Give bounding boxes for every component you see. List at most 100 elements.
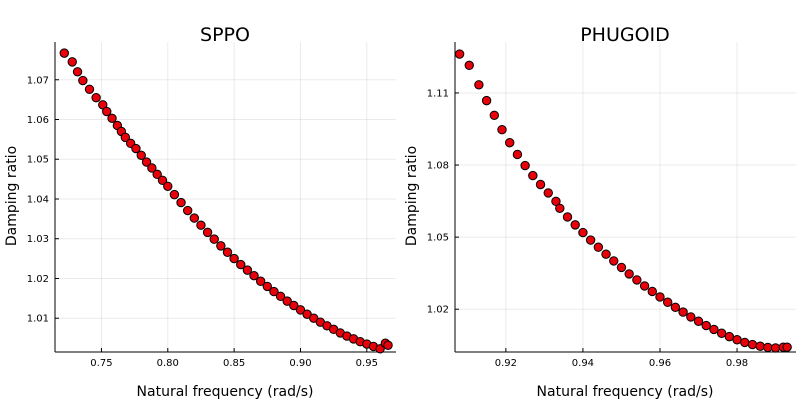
phugoid-title: PHUGOID (580, 24, 670, 46)
sppo-y-tick-label: 1.01 (27, 314, 49, 325)
sppo-data-point (91, 92, 101, 103)
phugoid-y-tick-label: 1.11 (427, 88, 449, 99)
phugoid-data-point (732, 335, 742, 345)
phugoid-data-point (716, 328, 727, 338)
sppo-data-point (375, 344, 385, 354)
sppo-data-point (59, 48, 69, 58)
sppo-data-point (136, 150, 146, 160)
sppo-data-point (67, 57, 77, 67)
phugoid-xlabel: Natural frequency (rad/s) (537, 384, 714, 400)
phugoid-data-point (701, 320, 711, 331)
phugoid-y-tick-label: 1.02 (427, 305, 449, 316)
sppo-x-tick-label: 0.85 (223, 358, 245, 369)
sppo-points (59, 48, 393, 354)
sppo-data-point (275, 291, 286, 302)
phugoid-y-ticks: 1.02 1.05 1.08 1.11 (427, 88, 459, 316)
phugoid-ylabel: Damping ratio (404, 146, 420, 246)
phugoid-y-tick-label: 1.08 (427, 161, 449, 172)
sppo-data-point (169, 189, 180, 200)
sppo-data-point (176, 197, 186, 208)
phugoid-data-point (740, 337, 750, 348)
sppo-data-point (242, 265, 253, 275)
phugoid-data-point (693, 316, 704, 326)
sppo-xlabel: Natural frequency (rad/s) (137, 384, 314, 400)
sppo-x-tick-label: 0.95 (356, 358, 378, 369)
phugoid-data-point (686, 312, 696, 322)
sppo-data-point (147, 163, 157, 173)
sppo-data-point (98, 100, 108, 110)
phugoid-data-point (709, 324, 719, 335)
sppo-data-point (269, 286, 279, 297)
sppo-x-tick-label: 0.80 (157, 358, 179, 369)
sppo-data-point (249, 270, 259, 281)
phugoid-x-ticks: 0.92 0.94 0.96 0.98 (495, 348, 748, 369)
phugoid-y-tick-label: 1.05 (427, 233, 449, 244)
sppo-y-tick-label: 1.05 (27, 155, 49, 166)
phugoid-data-point (474, 80, 484, 90)
phugoid-data-point (670, 302, 681, 313)
sppo-y-tick-label: 1.04 (27, 194, 49, 205)
sppo-data-point (262, 281, 272, 292)
sppo-y-tick-label: 1.03 (27, 234, 49, 245)
sppo-data-point (120, 132, 131, 143)
sppo-data-point (236, 259, 246, 270)
sppo-data-point (383, 340, 393, 350)
phugoid-data-point (543, 188, 553, 198)
phugoid-data-point (662, 297, 673, 307)
sppo-data-point (202, 227, 213, 238)
phugoid-data-point (593, 242, 604, 252)
phugoid-data-point (624, 269, 634, 279)
phugoid-axes (454, 42, 796, 353)
phugoid-data-point (489, 110, 500, 120)
phugoid-data-point (528, 170, 538, 181)
phugoid-x-tick-label: 0.94 (572, 358, 594, 369)
sppo-axes (54, 42, 396, 353)
phugoid-data-point (763, 342, 773, 353)
sppo-data-point (189, 213, 200, 223)
sppo-data-point (107, 113, 117, 124)
phugoid-data-point (464, 60, 474, 71)
sppo-y-tick-label: 1.02 (27, 274, 49, 285)
sppo-data-point (289, 300, 299, 311)
sppo-grid (55, 42, 396, 352)
phugoid-data-point (555, 203, 565, 213)
phugoid-data-point (481, 95, 492, 106)
sppo-y-tick-label: 1.07 (27, 75, 49, 86)
phugoid-data-point (578, 227, 588, 238)
phugoid-data-point (497, 125, 507, 135)
phugoid-data-point (505, 137, 515, 148)
sppo-data-point (255, 276, 266, 286)
phugoid-data-point (512, 149, 523, 160)
sppo-data-point (163, 181, 173, 191)
phugoid-data-point (454, 49, 465, 59)
sppo-data-point (141, 157, 152, 167)
sppo-data-point (78, 75, 88, 86)
phugoid-data-point (632, 275, 642, 285)
sppo-data-point (182, 205, 193, 216)
phugoid-data-point (609, 256, 619, 266)
sppo-panel: SPPO Damping ratio Natural frequency (ra… (4, 24, 396, 400)
sppo-data-point (102, 106, 112, 117)
sppo-data-point (157, 175, 168, 186)
sppo-title: SPPO (200, 24, 250, 46)
phugoid-grid (455, 42, 796, 352)
sppo-y-ticks: 1.01 1.02 1.03 1.04 1.05 1.06 1.07 (27, 75, 59, 325)
phugoid-data-point (747, 339, 758, 350)
sppo-x-tick-label: 0.75 (90, 358, 112, 369)
phugoid-panel: PHUGOID Damping ratio Natural frequency … (404, 24, 796, 400)
sppo-data-point (295, 305, 306, 315)
sppo-data-point (229, 253, 239, 264)
phugoid-data-point (755, 341, 765, 351)
phugoid-data-point (535, 179, 546, 190)
phugoid-x-tick-label: 0.96 (649, 358, 671, 369)
phugoid-data-point (639, 281, 650, 291)
phugoid-data-point (655, 292, 665, 302)
phugoid-data-point (562, 212, 573, 222)
phugoid-data-point (678, 307, 688, 317)
sppo-data-point (209, 234, 219, 244)
sppo-data-point (282, 296, 292, 306)
phugoid-x-tick-label: 0.92 (495, 358, 517, 369)
phugoid-data-point (616, 262, 627, 273)
sppo-data-point (131, 143, 141, 154)
